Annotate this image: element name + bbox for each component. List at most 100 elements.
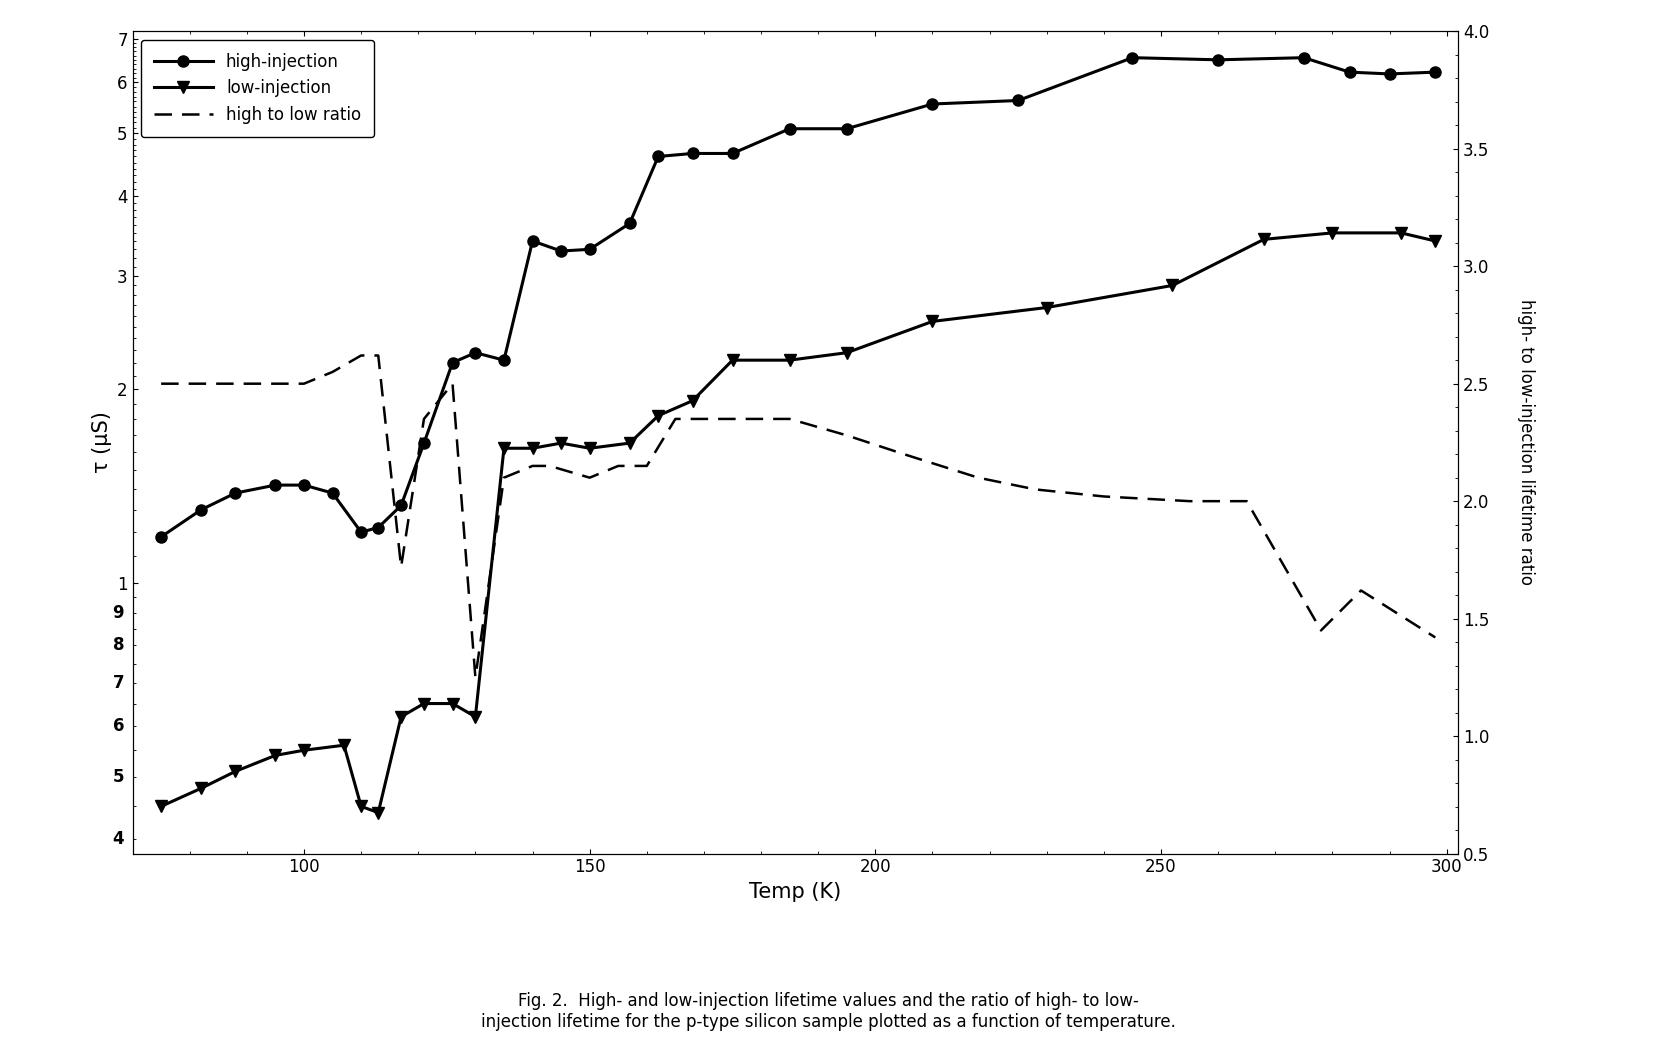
low-injection: [265, 750, 285, 762]
low-injection: [466, 711, 486, 723]
high to low ratio: [466, 671, 486, 684]
low-injection: [780, 354, 800, 366]
low-injection: [1163, 279, 1183, 291]
high to low ratio: [837, 429, 857, 441]
high-injection: [522, 234, 542, 247]
high-injection: [1339, 66, 1359, 78]
high to low ratio: [968, 472, 988, 484]
high to low ratio: [522, 460, 542, 473]
high-injection: [648, 150, 668, 162]
X-axis label: Temp (K): Temp (K): [749, 882, 842, 903]
high to low ratio: [1350, 584, 1370, 596]
high-injection: [414, 437, 434, 450]
low-injection: [391, 711, 411, 723]
high to low ratio: [895, 448, 915, 460]
low-injection: [293, 744, 313, 757]
high to low ratio: [722, 412, 742, 425]
high to low ratio: [225, 378, 245, 390]
high-injection: [151, 531, 171, 543]
high to low ratio: [191, 378, 210, 390]
low-injection: [225, 765, 245, 778]
high to low ratio: [494, 472, 514, 484]
high to low ratio: [636, 460, 656, 473]
high to low ratio: [580, 472, 600, 484]
low-injection: [552, 437, 572, 450]
high-injection: [1007, 95, 1027, 107]
high-injection: [351, 526, 371, 538]
high-injection: [1380, 68, 1400, 80]
high to low ratio: [293, 378, 313, 390]
high-injection: [620, 218, 640, 230]
high to low ratio: [323, 365, 343, 378]
Text: 8: 8: [113, 636, 124, 655]
high-injection: [923, 98, 943, 110]
Y-axis label: high- to low-injection lifetime ratio: high- to low-injection lifetime ratio: [1518, 300, 1534, 585]
high-injection: [1208, 53, 1228, 66]
high-injection: [683, 147, 703, 159]
low-injection: [191, 782, 210, 794]
high to low ratio: [151, 378, 171, 390]
Text: 4: 4: [113, 831, 124, 848]
high-injection: [442, 356, 462, 369]
Text: 5: 5: [113, 768, 124, 786]
low-injection: [494, 442, 514, 455]
high-injection: [466, 347, 486, 359]
low-injection: [1254, 233, 1274, 246]
low-injection: [722, 354, 742, 366]
high-injection: [323, 487, 343, 500]
Text: 9: 9: [113, 604, 124, 621]
low-injection: [620, 437, 640, 450]
high to low ratio: [1094, 490, 1114, 503]
Line: high to low ratio: high to low ratio: [161, 355, 1435, 678]
Line: high-injection: high-injection: [156, 52, 1442, 542]
low-injection: [837, 347, 857, 359]
Text: 6: 6: [113, 717, 124, 735]
low-injection: [923, 315, 943, 328]
high-injection: [580, 244, 600, 256]
low-injection: [151, 801, 171, 813]
high-injection: [837, 123, 857, 135]
Legend: high-injection, low-injection, high to low ratio: high-injection, low-injection, high to l…: [141, 40, 374, 137]
high-injection: [722, 147, 742, 159]
low-injection: [1037, 301, 1057, 313]
high-injection: [1425, 66, 1445, 78]
high to low ratio: [442, 378, 462, 390]
high to low ratio: [265, 378, 285, 390]
low-injection: [351, 801, 371, 813]
Text: Fig. 2.  High- and low-injection lifetime values and the ratio of high- to low-
: Fig. 2. High- and low-injection lifetime…: [481, 992, 1176, 1031]
low-injection: [522, 442, 542, 455]
high to low ratio: [1236, 494, 1256, 507]
low-injection: [335, 739, 355, 752]
Line: low-injection: low-injection: [156, 227, 1442, 818]
low-injection: [580, 442, 600, 455]
high-injection: [1294, 51, 1314, 64]
high to low ratio: [666, 412, 686, 425]
high to low ratio: [608, 460, 628, 473]
high to low ratio: [351, 349, 371, 361]
high-injection: [265, 479, 285, 491]
low-injection: [368, 807, 388, 819]
high to low ratio: [1425, 631, 1445, 643]
high to low ratio: [414, 412, 434, 425]
high to low ratio: [1311, 625, 1331, 637]
high-injection: [191, 504, 210, 516]
high to low ratio: [540, 460, 560, 473]
high to low ratio: [368, 349, 388, 361]
low-injection: [442, 697, 462, 710]
low-injection: [1392, 227, 1412, 239]
high to low ratio: [1180, 494, 1200, 507]
high to low ratio: [780, 412, 800, 425]
Y-axis label: τ (μS): τ (μS): [91, 411, 111, 474]
low-injection: [1322, 227, 1342, 239]
low-injection: [648, 409, 668, 422]
low-injection: [1425, 234, 1445, 247]
high to low ratio: [1026, 483, 1046, 496]
high-injection: [780, 123, 800, 135]
high-injection: [368, 522, 388, 534]
high-injection: [494, 354, 514, 366]
high-injection: [552, 245, 572, 257]
high-injection: [293, 479, 313, 491]
low-injection: [414, 697, 434, 710]
high-injection: [391, 500, 411, 512]
high-injection: [1122, 51, 1142, 64]
